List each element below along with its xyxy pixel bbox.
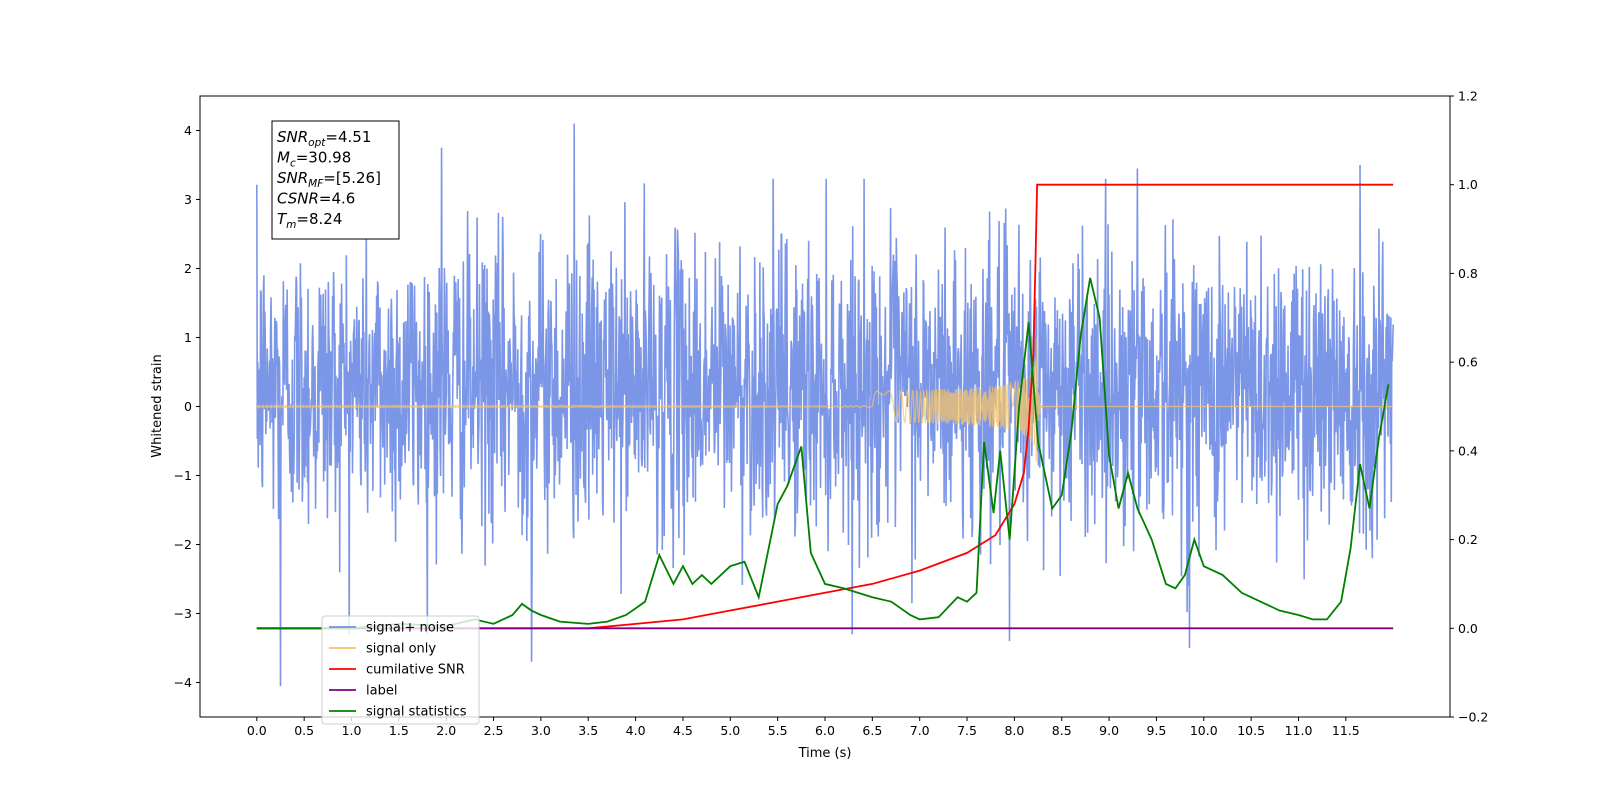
legend-label: label xyxy=(366,684,397,699)
legend-label: cumilative SNR xyxy=(366,663,465,678)
x-tick-label: 6.5 xyxy=(862,723,882,738)
legend-item: signal only xyxy=(329,642,436,657)
y-tick-label: 0 xyxy=(184,399,192,414)
x-tick-label: 3.5 xyxy=(578,723,598,738)
x-axis: 0.0 0.5 1.0 1.5 2.0 2.5 3.0 3.5 4.0 4.5 5.0 5.5 6.0 6… xyxy=(247,717,1360,738)
y2-tick-label: 0.4 xyxy=(1458,443,1478,458)
x-tick-label: 10.0 xyxy=(1190,723,1218,738)
series-line-signal-only xyxy=(256,338,1394,462)
x-tick-label: 9.0 xyxy=(1099,723,1119,738)
x-tick-label: 8.5 xyxy=(1052,723,1072,738)
x-tick-label: 3.0 xyxy=(531,723,551,738)
x-tick-label: 0.0 xyxy=(247,723,267,738)
legend-item: signal statistics xyxy=(329,705,467,720)
series-line-signal-noise xyxy=(256,123,1394,686)
x-axis-label: Time (s) xyxy=(798,746,852,761)
legend-label: signal statistics xyxy=(366,705,467,720)
x-tick-label: 11.5 xyxy=(1332,723,1360,738)
annotation-line: SNRMF=[5.26] xyxy=(277,169,381,190)
x-tick-label: 5.5 xyxy=(768,723,788,738)
x-tick-label: 1.5 xyxy=(389,723,409,738)
annotation-line: Tm=8.24 xyxy=(277,210,342,231)
y2-tick-label: 0.2 xyxy=(1458,532,1478,547)
y2-tick-label: 1.0 xyxy=(1458,177,1478,192)
legend-item: signal+ noise xyxy=(329,621,454,636)
y-tick-label: −4 xyxy=(174,675,192,690)
x-tick-label: 6.0 xyxy=(815,723,835,738)
y-axis-left: 4 3 2 1 0 −1 −2 −3 −4 xyxy=(174,123,200,690)
y-tick-label: 1 xyxy=(184,330,192,345)
series-line-signal-statistics xyxy=(256,277,1390,630)
x-tick-label: 5.0 xyxy=(720,723,740,738)
x-tick-label: 2.5 xyxy=(484,723,504,738)
legend-label: signal+ noise xyxy=(366,621,454,636)
y-tick-label: −1 xyxy=(174,468,192,483)
legend-item: label xyxy=(329,684,397,699)
x-tick-label: 0.5 xyxy=(294,723,314,738)
x-tick-label: 10.5 xyxy=(1237,723,1265,738)
annotation-line: SNRopt=4.51 xyxy=(277,128,371,149)
x-tick-label: 7.5 xyxy=(957,723,977,738)
y-tick-label: 4 xyxy=(184,123,192,138)
y-tick-label: −2 xyxy=(174,537,192,552)
x-tick-label: 9.5 xyxy=(1146,723,1166,738)
y2-tick-label: 1.2 xyxy=(1458,89,1478,104)
annotation-line: CSNR=4.6 xyxy=(277,190,355,208)
x-tick-label: 2.0 xyxy=(436,723,456,738)
legend-label: signal only xyxy=(366,642,436,657)
y2-tick-label: 0.0 xyxy=(1458,621,1478,636)
x-tick-label: 8.0 xyxy=(1004,723,1024,738)
y-tick-label: −3 xyxy=(174,606,192,621)
y-tick-label: 2 xyxy=(184,261,192,276)
legend: signal+ noise signal only cumilative SNR la… xyxy=(321,615,480,725)
annotation-line: Mc=30.98 xyxy=(277,149,351,170)
plot-series xyxy=(256,123,1394,686)
y-axis-right: 1.2 1.0 0.8 0.6 0.4 0.2 0.0 −0.2 xyxy=(1450,89,1488,725)
y2-tick-label: 0.8 xyxy=(1458,266,1478,281)
series-line-cumilative-snr xyxy=(256,183,1394,630)
y2-tick-label: −0.2 xyxy=(1458,710,1488,725)
y2-tick-label: 0.6 xyxy=(1458,355,1478,370)
x-tick-label: 4.0 xyxy=(626,723,646,738)
x-tick-label: 4.5 xyxy=(673,723,693,738)
y-axis-label: Whitened strain xyxy=(150,354,165,457)
y-tick-label: 3 xyxy=(184,192,192,207)
x-tick-label: 11.0 xyxy=(1285,723,1313,738)
x-tick-label: 7.0 xyxy=(910,723,930,738)
x-tick-label: 1.0 xyxy=(342,723,362,738)
legend-item: cumilative SNR xyxy=(329,663,465,678)
